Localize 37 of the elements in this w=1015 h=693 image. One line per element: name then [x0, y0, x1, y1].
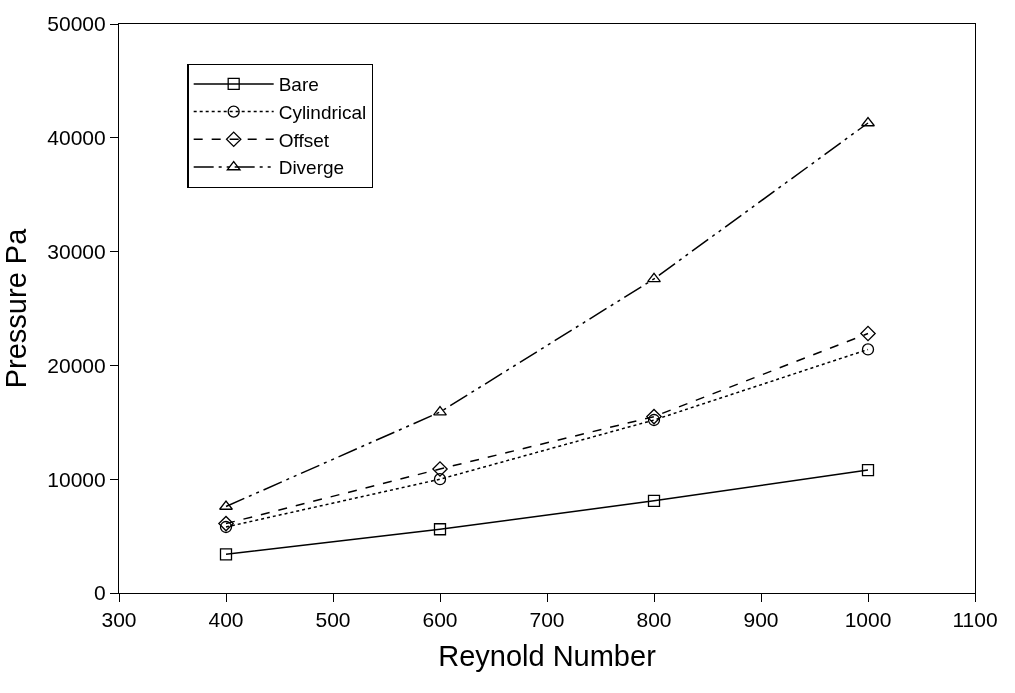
point — [433, 523, 447, 536]
x-tick-label: 400 — [208, 608, 244, 632]
legend-label: Bare — [278, 74, 319, 96]
x-tick-label: 800 — [636, 608, 672, 632]
point — [647, 272, 661, 283]
x-tick-label: 900 — [743, 608, 779, 632]
y-tick-label: 10000 — [47, 467, 106, 491]
point — [861, 463, 875, 477]
legend-label: Diverge — [278, 157, 345, 179]
point — [219, 520, 233, 534]
legend-label: Cylindrical — [278, 101, 367, 123]
x-tick-label: 700 — [529, 608, 565, 632]
x-tick-label: 500 — [315, 608, 351, 632]
y-tick-label: 30000 — [47, 239, 106, 263]
x-tick-label: 1000 — [844, 608, 892, 632]
point — [647, 413, 661, 427]
y-axis-title: Pressure Pa — [0, 227, 32, 389]
point — [433, 405, 447, 416]
point — [646, 408, 662, 425]
y-tick-label: 0 — [94, 581, 106, 605]
point — [219, 548, 233, 561]
x-tick-label: 1100 — [952, 608, 998, 632]
legend-label: Offset — [278, 129, 330, 151]
x-tick-label: 300 — [101, 608, 137, 632]
x-tick-label: 600 — [422, 608, 458, 632]
y-tick-label: 40000 — [47, 126, 106, 150]
y-tick-label: 20000 — [47, 353, 106, 377]
point — [433, 473, 447, 486]
point — [432, 461, 448, 477]
point — [860, 325, 876, 342]
y-tick-label: 50000 — [47, 12, 106, 36]
point — [647, 494, 661, 507]
point — [861, 343, 875, 356]
point — [219, 500, 233, 510]
point — [218, 515, 234, 532]
point — [861, 116, 875, 127]
x-axis-title: Reynold Number — [438, 640, 657, 673]
